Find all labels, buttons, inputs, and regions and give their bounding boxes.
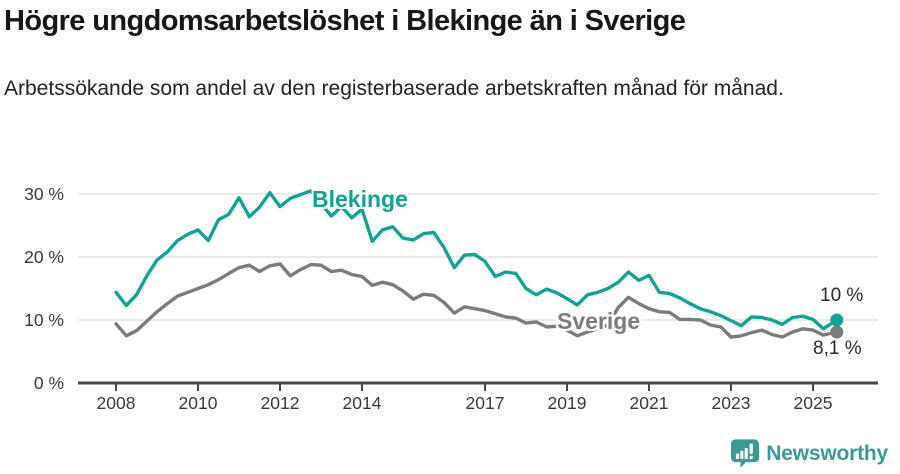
- newsworthy-icon: [731, 439, 760, 468]
- x-tick-label: 2014: [342, 393, 382, 413]
- newsworthy-logo[interactable]: Newsworthy: [730, 438, 888, 469]
- y-tick-label: 20 %: [24, 247, 64, 267]
- x-tick-label: 2017: [465, 393, 505, 413]
- x-tick-label: 2019: [547, 393, 587, 413]
- chart-title: Högre ungdomsarbetslöshet i Blekinge än …: [4, 5, 686, 37]
- x-tick-label: 2008: [96, 393, 136, 413]
- x-tick-label: 2025: [793, 393, 833, 413]
- chart-subtitle: Arbetssökande som andel av den registerb…: [4, 77, 784, 100]
- end-value-label-sverige: 8,1 %: [813, 338, 862, 359]
- x-tick-label: 2021: [629, 393, 669, 413]
- series-label-sverige: Sverige: [557, 308, 641, 334]
- end-value-label-blekinge: 10 %: [820, 285, 864, 306]
- series-label-blekinge: Blekinge: [312, 186, 408, 212]
- brand-name: Newsworthy: [766, 441, 888, 465]
- y-tick-label: 0 %: [33, 373, 64, 393]
- x-tick-label: 2012: [260, 393, 300, 413]
- x-tick-label: 2023: [711, 393, 751, 413]
- y-tick-label: 30 %: [24, 184, 64, 204]
- x-tick-label: 2010: [178, 393, 218, 413]
- y-tick-label: 10 %: [24, 310, 64, 330]
